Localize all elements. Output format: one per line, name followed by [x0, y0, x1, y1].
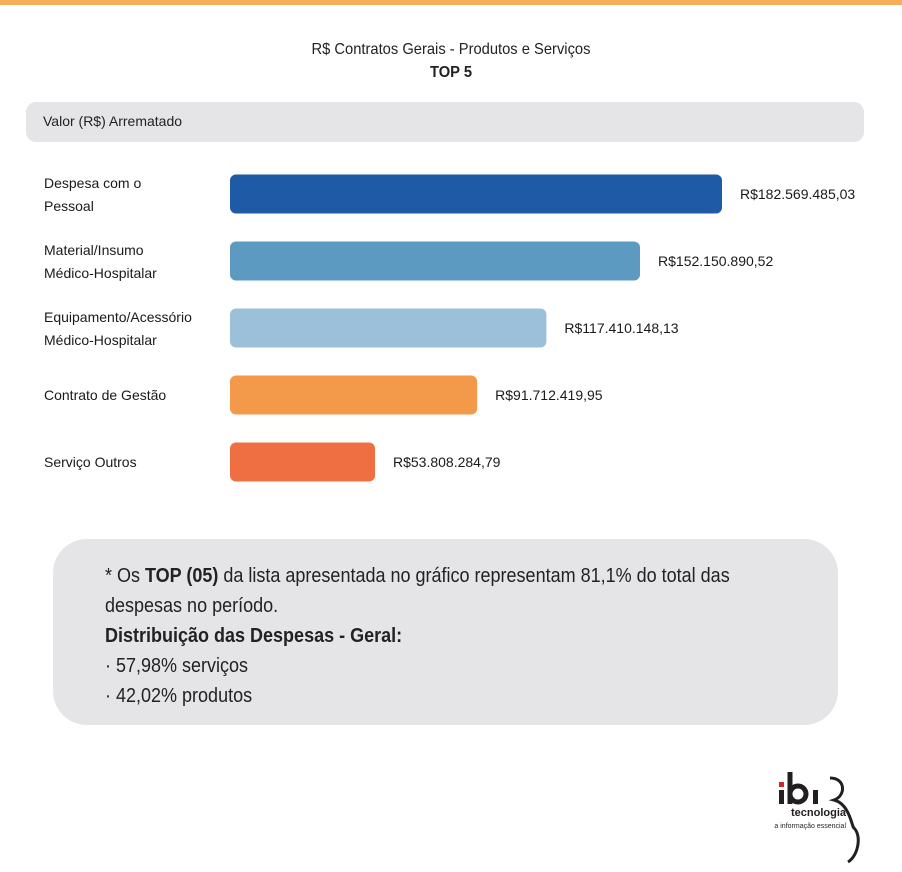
logo-brand-text: tecnologia — [791, 807, 847, 819]
value-header-bar: Valor (R$) Arrematado — [26, 102, 864, 142]
bar-value-label-1: R$182.569.485,03 — [740, 186, 855, 202]
note-top5-bold: TOP (05) — [145, 565, 219, 587]
value-header-label: Valor (R$) Arrematado — [43, 113, 183, 129]
note-item-products: · 42,02% produtos — [105, 685, 253, 707]
bar-3 — [230, 308, 547, 348]
note-item-services: · 57,98% serviços — [105, 655, 249, 677]
note-prefix: * Os — [105, 565, 146, 587]
bar-value-label-3: R$117.410.148,13 — [564, 320, 678, 336]
note-heading: Distribuição das Despesas - Geral: — [105, 625, 403, 647]
category-label-4: Contrato de Gestão — [44, 387, 166, 403]
top-accent-stripe — [0, 0, 902, 5]
bar-4 — [230, 375, 478, 415]
category-label-3: Equipamento/Acessório Médico-Hospitalar — [44, 309, 192, 348]
category-label-5: Serviço Outros — [44, 454, 137, 470]
note-line-top5: * Os TOP (05) da lista apresentada no gr… — [105, 561, 735, 621]
category-label-2: Material/Insumo Médico-Hospitalar — [44, 242, 157, 281]
summary-note: * Os TOP (05) da lista apresentada no gr… — [53, 539, 838, 725]
bar-1 — [230, 174, 722, 214]
chart-title: R$ Contratos Gerais - Produtos e Serviço… — [311, 41, 591, 58]
category-label-1: Despesa com o Pessoal — [44, 175, 141, 214]
bar-value-label-2: R$152.150.890,52 — [658, 253, 773, 269]
bar-value-label-5: R$53.808.284,79 — [393, 454, 501, 470]
bar-5 — [230, 442, 376, 482]
chart-subtitle: TOP 5 — [429, 64, 473, 81]
logo-tagline-text: a informação essencial — [774, 823, 846, 830]
bar-chart: R$182.569.485,03 Despesa com o Pessoal R$15… — [44, 174, 855, 482]
summary-note-text: * Os TOP (05) da lista apresentada no gr… — [105, 561, 735, 711]
note-suffix: da lista apresentada no gráfico represen… — [105, 565, 730, 617]
bar-2 — [230, 241, 641, 281]
ibi-logo: tecnologia a informação essencial — [774, 772, 860, 864]
bar-value-label-4: R$91.712.419,95 — [495, 387, 603, 403]
